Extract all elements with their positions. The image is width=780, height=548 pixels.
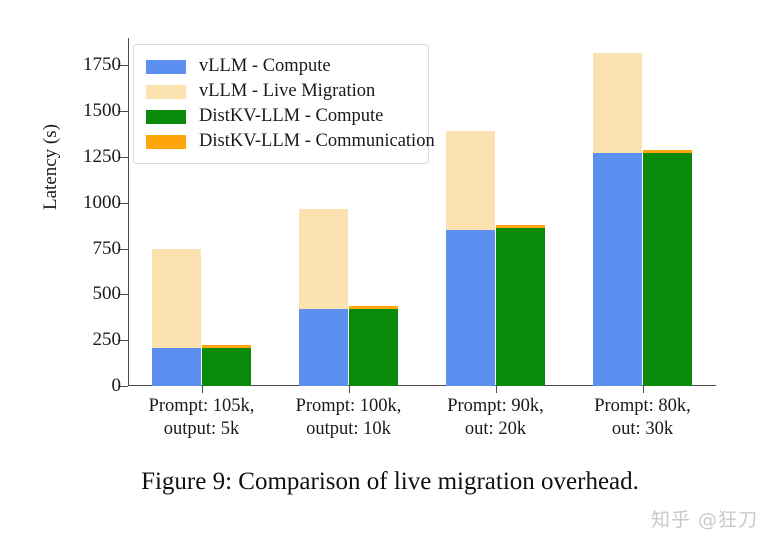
legend-item[interactable]: vLLM - Live Migration bbox=[146, 79, 417, 104]
bar-segment[interactable] bbox=[496, 225, 545, 229]
bar-segment[interactable] bbox=[202, 348, 251, 386]
figure-caption: Figure 9: Comparison of live migration o… bbox=[141, 468, 639, 495]
plot-area: 0 250 500 750 1000 1250 1500 1750 Prompt: 105k,… bbox=[83, 38, 716, 439]
bar-segment[interactable] bbox=[593, 153, 642, 386]
legend-item[interactable]: DistKV-LLM - Communication bbox=[146, 129, 435, 154]
bar-segment[interactable] bbox=[446, 229, 495, 386]
x-axis-tick-label: Prompt: 100k, output: 10k bbox=[296, 395, 402, 442]
y-axis-tick bbox=[118, 157, 128, 159]
legend-label: vLLM - Live Migration bbox=[199, 81, 376, 101]
legend: vLLM - Compute vLLM - Live Migration DistK… bbox=[133, 44, 435, 164]
y-axis-tick-label: 1500 bbox=[83, 100, 121, 122]
legend-swatch-icon bbox=[146, 134, 186, 149]
bar-segment[interactable] bbox=[349, 308, 398, 386]
y-axis-tick-label: 0 bbox=[111, 375, 122, 396]
y-axis-tick-label: 750 bbox=[92, 237, 122, 259]
x-axis-tick-label: Prompt: 105k, output: 5k bbox=[149, 395, 255, 442]
y-axis-tick bbox=[118, 386, 128, 387]
y-axis-tick bbox=[118, 202, 128, 204]
y-axis-tick bbox=[118, 294, 128, 296]
legend-label: DistKV-LLM - Compute bbox=[199, 106, 384, 126]
bar-distkv[interactable] bbox=[202, 345, 251, 386]
legend-item[interactable]: DistKV-LLM - Compute bbox=[146, 104, 417, 129]
legend-label: vLLM - Compute bbox=[199, 56, 331, 76]
x-axis-tick-label-line: output: 5k bbox=[163, 419, 240, 440]
bar-group bbox=[422, 38, 569, 386]
y-axis-tick-label: 500 bbox=[92, 283, 122, 305]
y-axis-tick bbox=[118, 340, 128, 342]
x-axis-tick bbox=[495, 386, 497, 393]
bar-vllm[interactable] bbox=[299, 209, 348, 386]
bar-segment[interactable] bbox=[299, 209, 348, 310]
x-axis-tick-label-line: Prompt: 80k, bbox=[594, 396, 691, 416]
x-axis-tick-label-line: out: 30k bbox=[611, 419, 674, 440]
legend-item[interactable]: vLLM - Compute bbox=[146, 54, 417, 79]
x-axis-tick-label-line: out: 20k bbox=[464, 419, 527, 440]
bar-segment[interactable] bbox=[152, 249, 201, 349]
bar-segment[interactable] bbox=[349, 305, 398, 309]
y-axis-tick-label: 250 bbox=[92, 329, 122, 351]
bar-vllm[interactable] bbox=[152, 249, 201, 386]
x-axis-tick-label-line: Prompt: 100k, bbox=[295, 396, 402, 416]
x-axis-tick-label: Prompt: 80k, out: 30k bbox=[594, 395, 691, 442]
legend-label: DistKV-LLM - Communication bbox=[199, 131, 435, 151]
bar-group bbox=[275, 38, 422, 386]
bar-segment[interactable] bbox=[643, 150, 692, 154]
x-axis-tick-label: Prompt: 90k, out: 20k bbox=[447, 395, 544, 442]
legend-swatch-icon bbox=[146, 84, 186, 99]
legend-swatch-icon bbox=[146, 109, 186, 124]
bar-distkv[interactable] bbox=[643, 150, 692, 386]
bar-distkv[interactable] bbox=[496, 225, 545, 386]
bar-segment[interactable] bbox=[202, 345, 251, 349]
bar-vllm[interactable] bbox=[446, 131, 495, 386]
x-axis-tick bbox=[348, 386, 350, 393]
axes-frame bbox=[128, 38, 716, 386]
x-axis-tick bbox=[201, 386, 203, 393]
bar-segment[interactable] bbox=[446, 131, 495, 230]
bar-segment[interactable] bbox=[643, 153, 692, 386]
x-axis-tick-label-line: Prompt: 105k, bbox=[148, 396, 255, 416]
bar-segment[interactable] bbox=[593, 53, 642, 154]
x-axis-tick-label-line: Prompt: 90k, bbox=[447, 396, 544, 416]
x-axis-tick bbox=[642, 386, 644, 393]
bar-vllm[interactable] bbox=[593, 53, 642, 386]
bar-group bbox=[569, 38, 716, 386]
y-axis-tick-label: 1250 bbox=[83, 146, 121, 168]
y-axis-tick bbox=[118, 111, 128, 113]
bar-distkv[interactable] bbox=[349, 305, 398, 386]
y-axis-tick bbox=[118, 248, 128, 250]
x-axis-tick-label-line: output: 10k bbox=[306, 419, 391, 440]
bar-group bbox=[128, 38, 275, 386]
watermark: 知乎 @狂刀 bbox=[650, 509, 758, 531]
bar-segment[interactable] bbox=[299, 309, 348, 386]
y-axis-tick-label: 1000 bbox=[83, 191, 121, 213]
legend-swatch-icon bbox=[146, 59, 186, 74]
bar-segment[interactable] bbox=[496, 228, 545, 386]
bar-segment[interactable] bbox=[152, 348, 201, 386]
y-axis-tick-label: 1750 bbox=[83, 54, 121, 76]
y-axis-tick bbox=[118, 65, 128, 67]
y-axis-title: Latency (s) bbox=[40, 124, 61, 210]
